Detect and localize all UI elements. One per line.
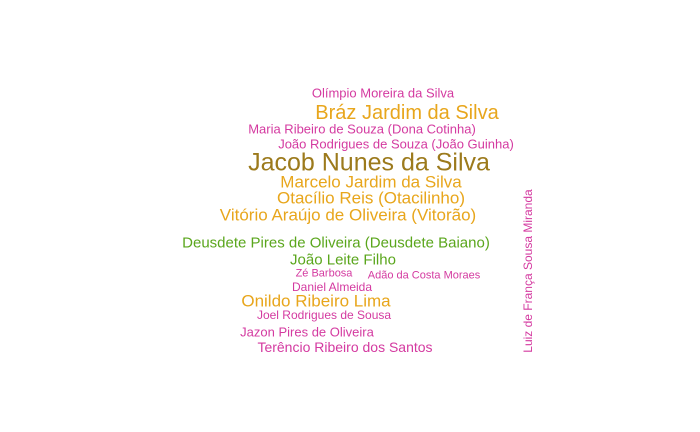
word-braz-jardim-da-silva: Bráz Jardim da Silva	[315, 102, 499, 124]
word-olimpio-moreira-da-silva: Olímpio Moreira da Silva	[311, 85, 455, 101]
word-joao-rodrigues-de-souza: João Rodrigues de Souza (João Guinha)	[278, 136, 514, 152]
word-joel-rodrigues-de-sousa: Joel Rodrigues de Sousa	[256, 308, 392, 322]
word-daniel-almeida: Daniel Almeida	[291, 280, 373, 294]
word-luiz-de-franca-sousa-miranda: Luiz de França Sousa Miranda	[521, 189, 535, 353]
word-ze-barbosa: Zé Barbosa	[295, 267, 353, 280]
word-deusdete-pires-de-oliveira: Deusdete Pires de Oliveira (Deusdete Bai…	[182, 234, 490, 252]
word-maria-ribeiro-de-souza: Maria Ribeiro de Souza (Dona Cotinha)	[248, 121, 476, 137]
word-adao-da-costa-moraes: Adão da Costa Moraes	[367, 269, 481, 282]
word-onildo-ribeiro-lima: Onildo Ribeiro Lima	[241, 291, 391, 311]
word-terencio-ribeiro-dos-santos: Terêncio Ribeiro dos Santos	[257, 339, 433, 355]
word-otacilio-reis: Otacílio Reis (Otacilinho)	[276, 188, 466, 208]
word-marcelo-jardim-da-silva: Marcelo Jardim da Silva	[280, 172, 462, 192]
word-joao-leite-filho: João Leite Filho	[290, 251, 396, 269]
word-jacob-nunes-da-silva: Jacob Nunes da Silva	[248, 148, 490, 177]
word-vitorio-araujo-de-oliveira: Vitório Araújo de Oliveira (Vitorão)	[219, 205, 477, 225]
word-jazon-pires-de-oliveira: Jazon Pires de Oliveira	[240, 324, 374, 340]
